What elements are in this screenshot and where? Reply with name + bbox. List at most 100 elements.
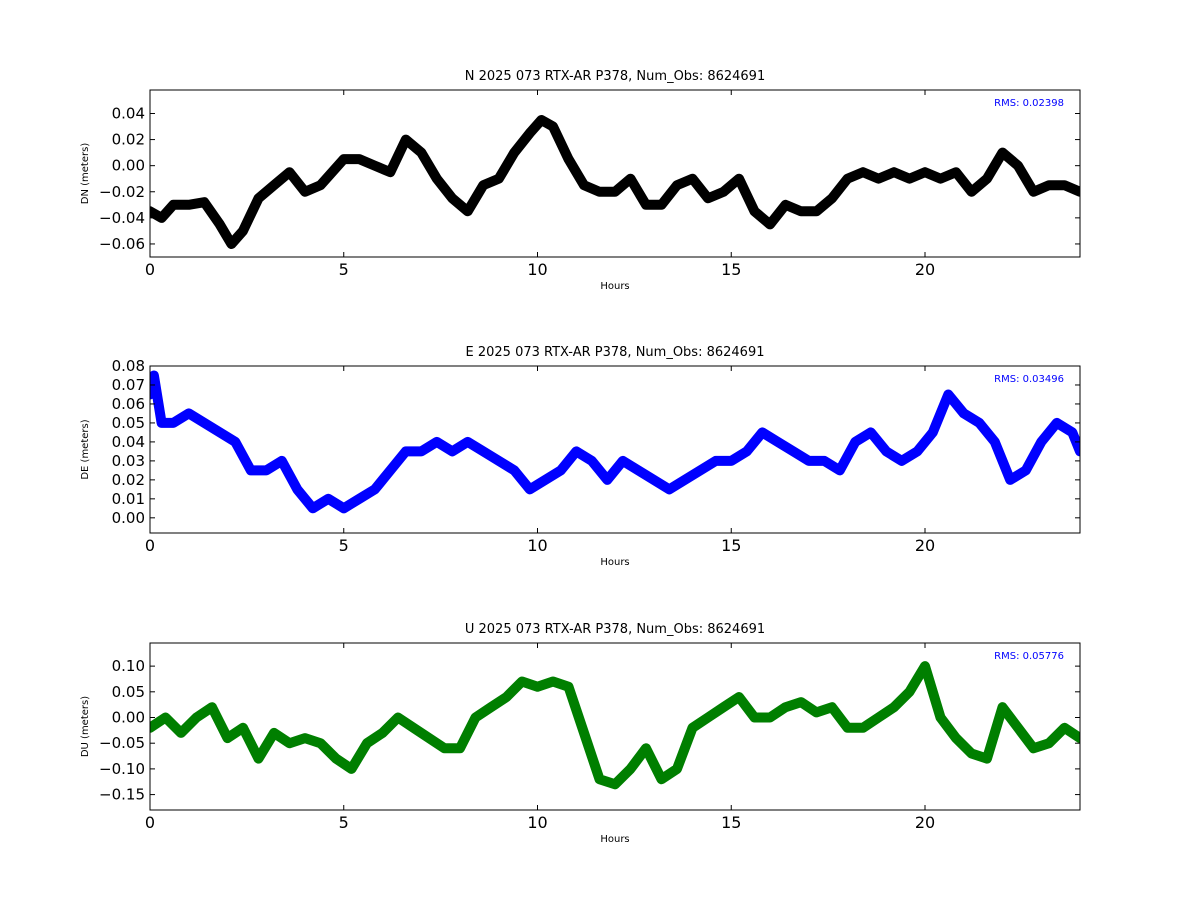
x-tick-label: 5 [339, 813, 349, 832]
y-tick-label: 0.02 [112, 131, 145, 149]
data-point-u [318, 740, 323, 746]
data-point-n [511, 150, 517, 156]
data-point-e [558, 467, 564, 473]
data-point-n [387, 169, 393, 175]
data-point-u [736, 694, 742, 700]
data-point-u [209, 704, 215, 710]
data-point-e [186, 410, 192, 416]
data-point-n [736, 176, 742, 182]
data-point-u [1062, 725, 1067, 731]
data-point-n [538, 117, 544, 123]
data-point-u [690, 725, 695, 731]
data-point-e [279, 458, 285, 464]
data-point-u [752, 715, 757, 720]
data-point-u [550, 679, 556, 684]
data-point-u [1000, 704, 1005, 710]
data-point-e [248, 467, 254, 473]
data-point-u [922, 663, 928, 669]
y-tick-label: 0.01 [112, 490, 145, 508]
data-point-n [876, 176, 881, 182]
y-tick-label: −0.05 [99, 734, 145, 752]
x-tick-label: 0 [145, 260, 155, 279]
data-point-n [356, 156, 362, 162]
data-point-n [256, 195, 261, 201]
y-tick-label: −0.04 [99, 209, 145, 227]
data-point-e [159, 420, 165, 426]
data-point-n [798, 208, 804, 214]
data-point-e [325, 496, 331, 502]
data-point-e [573, 448, 579, 454]
data-point-n [581, 182, 587, 188]
data-point-n [705, 195, 711, 201]
data-point-n [1031, 189, 1036, 195]
data-point-n [217, 221, 223, 227]
x-tick-label: 15 [721, 536, 741, 555]
data-point-e [1038, 439, 1044, 445]
data-point-e [728, 458, 734, 464]
data-point-n [953, 169, 959, 175]
y-tick-label: 0.06 [112, 395, 145, 413]
y-tick-label: 0.08 [112, 357, 145, 375]
data-point-u [519, 679, 525, 684]
data-point-n [550, 124, 556, 129]
data-point-n [907, 176, 912, 182]
data-point-e [1054, 420, 1060, 426]
panel-e: 0 5 10 15 20 0.000.010.020.030.040.050.060.07… [80, 345, 1081, 568]
data-point-e [635, 467, 641, 473]
data-point-n [318, 182, 323, 188]
data-point-u [783, 704, 788, 710]
y-tick-label: 0.07 [112, 376, 145, 394]
data-point-u [767, 715, 773, 720]
data-point-n [814, 208, 819, 214]
data-point-e [294, 486, 300, 492]
data-point-u [411, 725, 416, 731]
data-point-n [860, 169, 866, 175]
data-point-u [953, 735, 959, 741]
data-point-n [527, 130, 533, 136]
data-point-u [938, 715, 943, 720]
data-point-u [225, 735, 230, 741]
data-point-e [150, 392, 153, 397]
data-point-e [775, 439, 781, 445]
data-point-e [434, 439, 440, 445]
data-point-e [899, 458, 905, 464]
data-point-u [473, 715, 478, 720]
data-point-u [1015, 725, 1021, 731]
data-point-n [1015, 163, 1021, 169]
data-point-e [542, 477, 548, 483]
panel-title-u: U 2025 073 RTX-AR P378, Num_Obs: 8624691 [465, 622, 765, 637]
data-point-u [256, 756, 261, 762]
data-point-u [721, 704, 726, 710]
data-point-n [228, 241, 234, 247]
data-point-u [1077, 735, 1080, 741]
data-point-e [961, 410, 967, 416]
data-point-n [566, 156, 571, 162]
data-point-n [721, 189, 726, 195]
data-point-u [705, 715, 711, 720]
data-point-u [814, 709, 819, 715]
data-point-e [713, 458, 719, 464]
data-point-e [806, 458, 812, 464]
data-point-e [480, 448, 486, 454]
x-tick-label: 20 [915, 536, 935, 555]
data-point-e [666, 486, 672, 492]
data-point-e [682, 477, 688, 483]
data-point-e [620, 458, 626, 464]
y-tick-label: 0.05 [112, 683, 145, 701]
data-point-n [186, 202, 192, 208]
plot-frame-e [149, 365, 1081, 534]
data-point-e [992, 439, 998, 445]
data-point-n [449, 195, 455, 201]
panel-u: 0 5 10 15 20 −0.15 −0.10 −0.05 0.00 0.05 0.10 U 202… [80, 622, 1081, 845]
rms-annotation: RMS: 0.03496 [994, 374, 1064, 385]
data-point-e [151, 373, 157, 378]
data-point-n [891, 169, 897, 175]
data-point-e [449, 448, 455, 454]
data-point-u [984, 756, 990, 762]
panel-title-e: E 2025 073 RTX-AR P378, Num_Obs: 8624691 [466, 345, 765, 360]
data-point-e [914, 448, 920, 454]
data-point-n [767, 221, 773, 227]
data-point-e [527, 486, 533, 492]
plot-frame-u [149, 642, 1081, 811]
